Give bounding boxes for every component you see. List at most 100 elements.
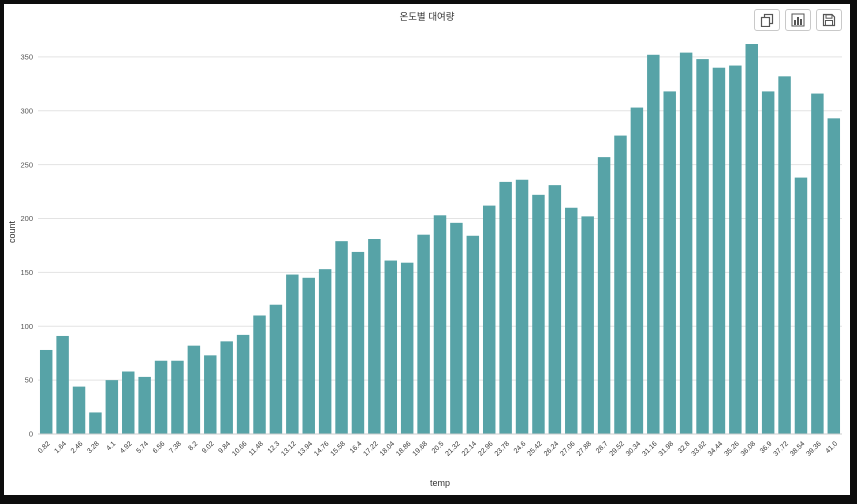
chart-area: 0 50 100 150 200 250 300 350 0.82 1.64 2.46 3.28 4.1…	[6, 22, 848, 499]
bar	[253, 315, 266, 434]
x-tick-label: 31.16	[641, 440, 658, 457]
bar	[450, 222, 463, 434]
bar	[105, 380, 119, 434]
x-tick-label: 37.72	[773, 440, 790, 457]
bar	[368, 239, 381, 434]
bar	[696, 59, 709, 435]
bar	[236, 334, 250, 434]
x-tick-label: 1.64	[53, 440, 68, 455]
x-tick-label: 29.52	[609, 440, 626, 457]
y-tick-label: 200	[20, 214, 33, 223]
bar	[187, 345, 201, 434]
x-tick-label: 7.38	[168, 440, 183, 455]
bar	[400, 262, 414, 434]
x-tick-label: 17.22	[362, 440, 379, 457]
bar	[663, 91, 676, 434]
bar	[565, 207, 578, 434]
bar	[679, 52, 693, 435]
x-tick-label: 27.06	[559, 440, 576, 457]
bar	[302, 277, 315, 434]
x-tick-label: 22.14	[461, 440, 478, 457]
y-axis-label: count	[7, 220, 17, 243]
bar	[384, 260, 398, 434]
x-tick-label: 11.48	[248, 440, 265, 457]
save-button[interactable]	[816, 9, 842, 31]
x-tick-label: 13.12	[280, 440, 297, 457]
x-tick-label: 21.32	[444, 440, 461, 457]
chart-title: 온도별 대여량	[399, 12, 455, 23]
x-tick-label: 39.36	[805, 440, 822, 457]
save-icon	[822, 13, 836, 27]
bar	[220, 341, 233, 434]
bar	[630, 107, 644, 434]
bar	[515, 179, 529, 434]
x-tick-label: 10.66	[231, 440, 248, 457]
x-tick-label: 8.2	[187, 440, 199, 452]
bar	[154, 360, 168, 434]
bar	[204, 355, 217, 434]
bar	[56, 335, 69, 434]
x-tick-label: 18.86	[395, 440, 412, 457]
bar	[72, 386, 86, 434]
bar-chart-button[interactable]	[785, 9, 811, 31]
x-tick-label: 41.0	[825, 440, 840, 455]
y-tick-label: 0	[29, 430, 33, 439]
x-tick-label: 13.94	[297, 440, 314, 457]
bar-chart-icon	[791, 13, 805, 27]
x-tick-label: 38.54	[789, 440, 806, 457]
x-tick-label: 0.82	[37, 440, 52, 455]
bar	[811, 93, 824, 434]
bar	[532, 194, 545, 434]
bar-chart: 0 50 100 150 200 250 300 350 0.82 1.64 2.46 3.28 4.1…	[7, 44, 842, 488]
x-tick-label: 23.78	[494, 440, 511, 457]
x-tick-label: 33.62	[691, 440, 708, 457]
copy-icon	[760, 13, 774, 27]
x-tick-label: 35.26	[723, 440, 740, 457]
x-tick-label: 25.42	[527, 440, 544, 457]
bar	[778, 76, 791, 434]
bar	[269, 304, 283, 434]
x-tick-label: 27.88	[576, 440, 593, 457]
copy-button[interactable]	[754, 9, 780, 31]
bar	[39, 349, 53, 434]
x-tick-label: 2.46	[70, 440, 85, 455]
bar	[614, 135, 627, 434]
y-tick-label: 50	[25, 376, 33, 385]
bar	[745, 44, 758, 434]
x-tick-label: 34.44	[707, 440, 724, 457]
bar	[597, 157, 611, 434]
y-tick-label: 350	[20, 53, 33, 62]
bar	[499, 181, 512, 434]
x-tick-label: 31.98	[658, 440, 675, 457]
x-tick-label: 36.08	[740, 440, 757, 457]
bar	[286, 274, 299, 434]
bar	[466, 235, 480, 434]
bar	[351, 251, 365, 434]
bar	[89, 412, 102, 434]
x-tick-label: 30.34	[625, 440, 642, 457]
bar	[171, 360, 184, 434]
x-tick-label: 5.74	[135, 440, 150, 455]
x-tick-label: 18.04	[379, 440, 396, 457]
bar	[712, 67, 726, 435]
x-tick-label: 22.96	[477, 440, 494, 457]
x-axis-label: temp	[430, 478, 450, 488]
chart-toolbar	[754, 9, 842, 31]
bar	[548, 185, 562, 434]
x-tick-label: 15.58	[330, 440, 347, 457]
x-tick-label: 6.56	[152, 440, 167, 455]
bar	[335, 241, 348, 434]
x-tick-label: 4.92	[119, 440, 134, 455]
bar	[794, 177, 808, 434]
x-tick-label: 14.76	[313, 440, 330, 457]
y-tick-label: 100	[20, 322, 33, 331]
bar	[417, 234, 430, 434]
bar	[647, 54, 660, 434]
bar	[729, 65, 742, 435]
x-tick-label: 26.24	[543, 440, 560, 457]
x-tick-label: 19.68	[412, 440, 429, 457]
y-tick-label: 250	[20, 160, 33, 169]
x-tick-label: 3.28	[86, 440, 101, 455]
bar	[827, 118, 841, 434]
bar	[761, 91, 775, 434]
